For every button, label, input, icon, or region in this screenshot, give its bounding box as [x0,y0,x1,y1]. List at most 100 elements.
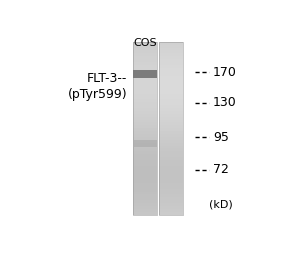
Bar [159,48,183,50]
Bar [159,82,183,85]
Bar [159,166,183,168]
Bar [159,122,183,125]
Bar [133,197,157,200]
Bar [159,102,183,105]
Bar [159,174,183,177]
Bar [133,200,157,203]
Text: (pTyr599): (pTyr599) [68,88,127,101]
Bar [133,148,157,151]
Bar [133,85,157,88]
Bar [133,88,157,91]
Bar [133,134,157,137]
Bar [133,117,157,120]
Bar [133,140,157,147]
Bar [133,212,157,215]
Bar [159,145,183,148]
Bar [159,137,183,140]
Bar [133,68,157,71]
Bar [159,131,183,134]
Bar [159,50,183,53]
Bar [133,45,157,48]
Bar [159,212,183,215]
Bar [133,154,157,157]
Bar [159,125,183,128]
Bar [159,171,183,174]
Bar [133,79,157,82]
Bar [133,166,157,168]
Bar [133,82,157,85]
Bar [133,209,157,212]
Bar [133,114,157,117]
Bar [159,91,183,94]
Bar [159,189,183,192]
Bar [133,102,157,105]
Bar [133,145,157,148]
Bar [133,203,157,206]
Text: (kD): (kD) [209,200,232,209]
Bar [133,50,157,53]
Bar [159,94,183,97]
Text: FLT-3--: FLT-3-- [87,72,127,85]
Bar [133,91,157,94]
Bar [133,163,157,166]
Bar [159,163,183,166]
Bar [159,108,183,111]
Bar [159,203,183,206]
Bar [133,183,157,186]
Text: 130: 130 [213,96,237,109]
Bar [159,53,183,56]
Bar [159,186,183,189]
Bar [159,42,183,45]
Bar [133,192,157,195]
Bar [159,42,183,215]
Bar [159,140,183,143]
Bar [159,85,183,88]
Bar [133,53,157,56]
Bar [133,62,157,65]
Bar [159,65,183,68]
Bar [133,71,157,73]
Bar [133,151,157,154]
Bar [159,88,183,91]
Bar [159,68,183,71]
Bar [159,117,183,120]
Bar [159,143,183,145]
Bar [159,183,183,186]
Bar [159,157,183,160]
Bar [133,73,157,76]
Bar [159,114,183,117]
Bar [159,59,183,62]
Bar [159,45,183,48]
Bar [159,120,183,122]
Bar [159,180,183,183]
Bar [133,174,157,177]
Bar [133,48,157,50]
Text: 95: 95 [213,131,229,144]
Bar [159,148,183,151]
Bar [159,192,183,195]
Bar [133,56,157,59]
Bar [133,70,157,78]
Bar [159,56,183,59]
Bar [133,100,157,102]
Bar [159,200,183,203]
Bar [159,197,183,200]
Bar [133,42,157,215]
Bar [159,177,183,180]
Bar [159,100,183,102]
Text: COS: COS [133,38,157,48]
Bar [159,151,183,154]
Bar [159,79,183,82]
Bar [159,134,183,137]
Bar [133,157,157,160]
Bar [159,111,183,114]
Bar [133,42,157,45]
Bar [133,94,157,97]
Bar [133,195,157,197]
Bar [133,168,157,171]
Bar [159,168,183,171]
Bar [133,189,157,192]
Bar [133,206,157,209]
Bar [133,160,157,163]
Bar [159,73,183,76]
